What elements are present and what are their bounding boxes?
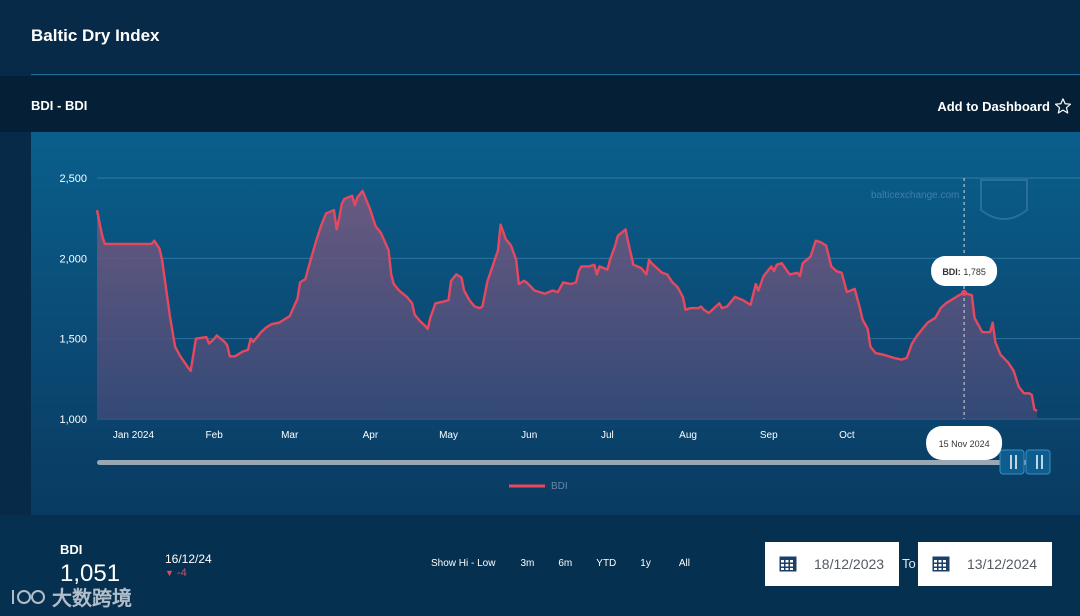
x-tick-label: Feb xyxy=(206,430,224,441)
bottom-bar xyxy=(0,515,1080,616)
date-from-value: 18/12/2023 xyxy=(814,556,885,572)
x-tick-label: Jul xyxy=(601,430,614,441)
summary-change: ▼ -4 xyxy=(165,567,187,579)
corner-watermark-text: 大数跨境 xyxy=(52,588,132,610)
bdi-area-fill xyxy=(97,190,1037,419)
range-button-all[interactable]: All xyxy=(678,558,690,569)
x-tick-label: Apr xyxy=(363,430,379,441)
x-tick-label: Jun xyxy=(521,430,537,441)
brand-logo-icon xyxy=(12,589,45,604)
page-title: Baltic Dry Index xyxy=(31,26,160,45)
section-title: BDI - BDI xyxy=(31,98,88,113)
calendar-icon xyxy=(932,556,950,572)
title-divider xyxy=(31,74,1080,75)
range-button-hi-low[interactable]: Show Hi - Low xyxy=(431,558,496,569)
x-tick-label: May xyxy=(439,430,458,441)
y-tick-label: 1,500 xyxy=(59,334,87,346)
chart-watermark: balticexchange.com xyxy=(871,190,959,201)
x-tick-label: Jan 2024 xyxy=(113,430,155,441)
navigator-scrollbar[interactable] xyxy=(97,460,1027,465)
baltic-exchange-crest-icon xyxy=(980,179,1028,220)
summary-value: 1,051 xyxy=(60,560,121,587)
range-button-3m[interactable]: 3m xyxy=(520,558,535,569)
date-from-input[interactable]: 18/12/2023 xyxy=(765,542,899,586)
x-tick-label: Oct xyxy=(839,430,855,441)
date-to-input[interactable]: 13/12/2024 xyxy=(918,542,1052,586)
summary-change-value: -4 xyxy=(176,567,187,579)
down-triangle-icon: ▼ xyxy=(165,568,174,578)
range-button-6m[interactable]: 6m xyxy=(558,558,573,569)
legend-label[interactable]: BDI xyxy=(551,481,568,492)
navigator-handle-right[interactable] xyxy=(1025,449,1051,475)
date-tooltip-bubble xyxy=(926,426,1003,460)
y-tick-label: 2,500 xyxy=(59,173,87,185)
x-tick-label: Mar xyxy=(281,430,299,441)
range-button-1y[interactable]: 1y xyxy=(640,558,651,569)
hover-point xyxy=(961,289,968,296)
y-tick-label: 1,000 xyxy=(59,414,87,426)
corner-watermark: 大数跨境 xyxy=(10,582,132,611)
tooltip-series: BDI: xyxy=(942,267,961,277)
tooltip-value: 1,785 xyxy=(961,267,986,277)
chart-panel: 1,000 1,500 2,000 2,500 balticexchange.com … xyxy=(31,132,1080,515)
y-tick-label: 2,000 xyxy=(59,253,87,265)
tooltip-text: BDI: 1,785 xyxy=(942,267,986,277)
date-tooltip-text: 15 Nov 2024 xyxy=(939,439,990,449)
date-to-label: To xyxy=(902,556,916,571)
calendar-icon xyxy=(779,556,797,572)
navigator-handle-left[interactable] xyxy=(999,449,1025,475)
date-to-value: 13/12/2024 xyxy=(967,556,1038,572)
summary-date: 16/12/24 xyxy=(165,552,212,566)
star-icon xyxy=(1054,98,1072,114)
bdi-series-line[interactable] xyxy=(95,189,1038,412)
x-tick-label: Aug xyxy=(679,430,697,441)
add-to-dashboard-button[interactable]: Add to Dashboard xyxy=(937,97,1072,115)
add-to-dashboard-label: Add to Dashboard xyxy=(937,98,1050,114)
range-button-ytd[interactable]: YTD xyxy=(596,558,617,569)
section-header-bar xyxy=(0,76,1080,132)
range-selector: Show Hi - Low 3m 6m YTD 1y All xyxy=(431,558,690,569)
tooltip-bubble xyxy=(931,256,998,286)
summary-label: BDI xyxy=(60,542,83,557)
x-tick-label: Sep xyxy=(760,430,778,441)
